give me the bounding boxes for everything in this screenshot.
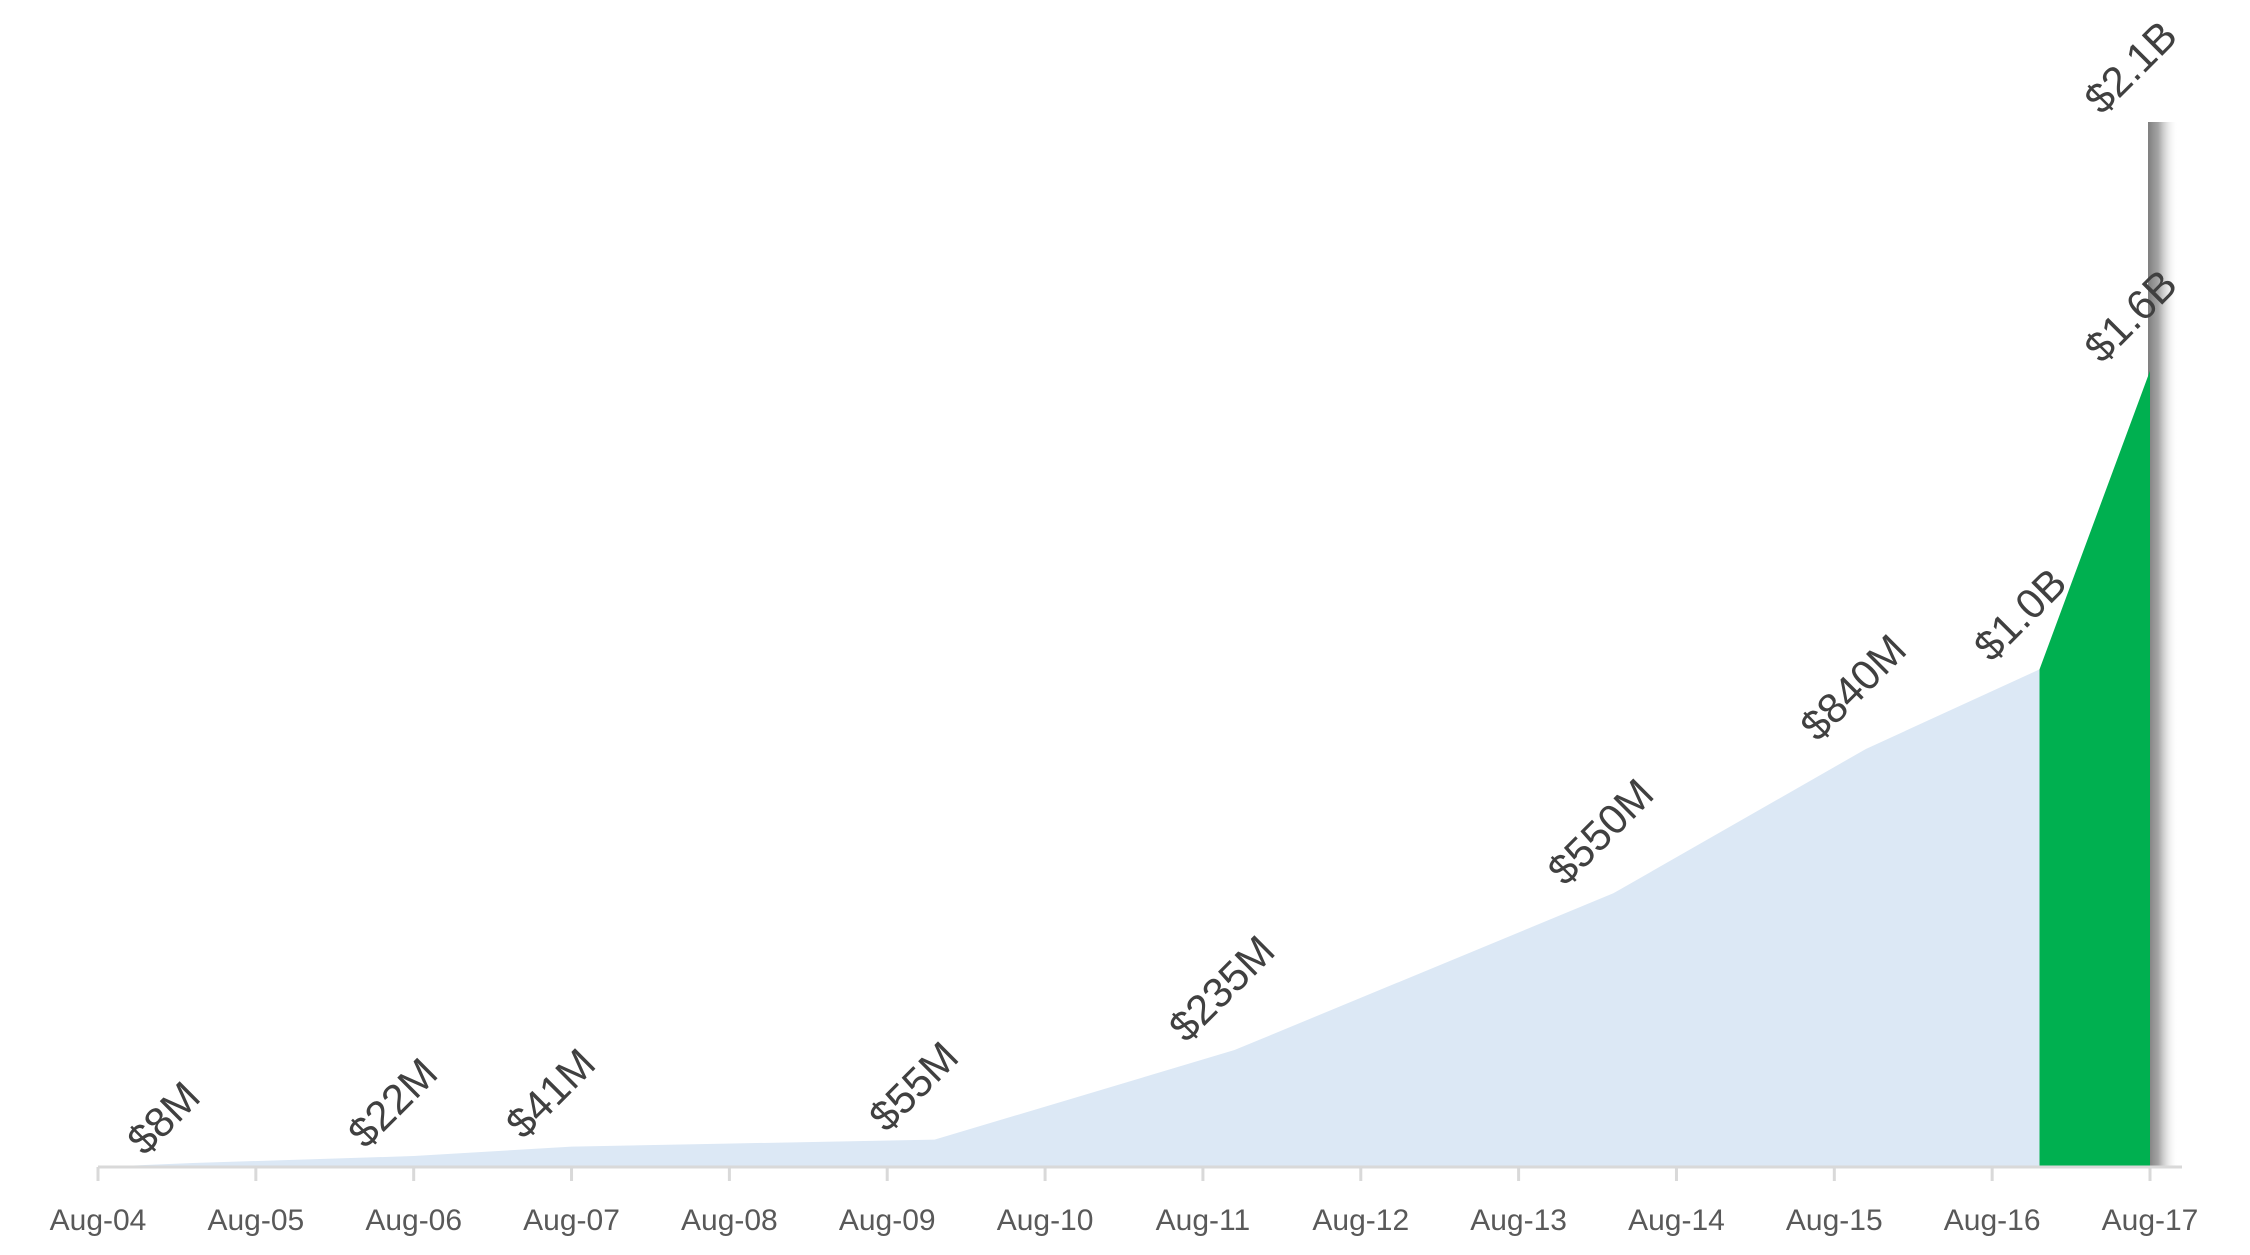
area-layer [98, 122, 2150, 1167]
data-label: $235M [1160, 926, 1284, 1050]
area-series-1 [2039, 122, 2150, 1167]
x-tick-label: Aug-12 [1312, 1204, 1409, 1237]
data-label: $8M [118, 1072, 209, 1163]
x-tick-label: Aug-15 [1786, 1204, 1883, 1237]
data-label: $840M [1791, 625, 1915, 749]
data-label: $55M [860, 1032, 968, 1140]
x-tick-label: Aug-10 [997, 1204, 1094, 1237]
x-tick-label: Aug-05 [207, 1204, 304, 1237]
x-tick-label: Aug-11 [1156, 1204, 1251, 1237]
x-tick-label: Aug-17 [2102, 1204, 2199, 1237]
data-label: $2.1B [2075, 12, 2186, 123]
x-tick-label: Aug-13 [1470, 1204, 1567, 1237]
x-axis: Aug-04 Aug-05 Aug-06 Aug-07 Aug-08 Aug-09 Aug-… [50, 1165, 2199, 1237]
data-label: $22M [339, 1049, 447, 1157]
x-tick-label: Aug-04 [50, 1204, 147, 1237]
x-tick-label: Aug-07 [523, 1204, 620, 1237]
data-label: $41M [497, 1039, 605, 1147]
data-label: $550M [1538, 770, 1662, 894]
x-tick-label: Aug-09 [839, 1204, 936, 1237]
area-series-0 [98, 669, 2040, 1167]
x-tick-label: Aug-14 [1628, 1204, 1725, 1237]
reference-bar [2148, 122, 2178, 1167]
x-tick-label: Aug-06 [365, 1204, 462, 1237]
x-tick-label: Aug-08 [681, 1204, 778, 1237]
x-tick-label: Aug-16 [1944, 1204, 2041, 1237]
reference-bar-layer [2148, 122, 2178, 1167]
